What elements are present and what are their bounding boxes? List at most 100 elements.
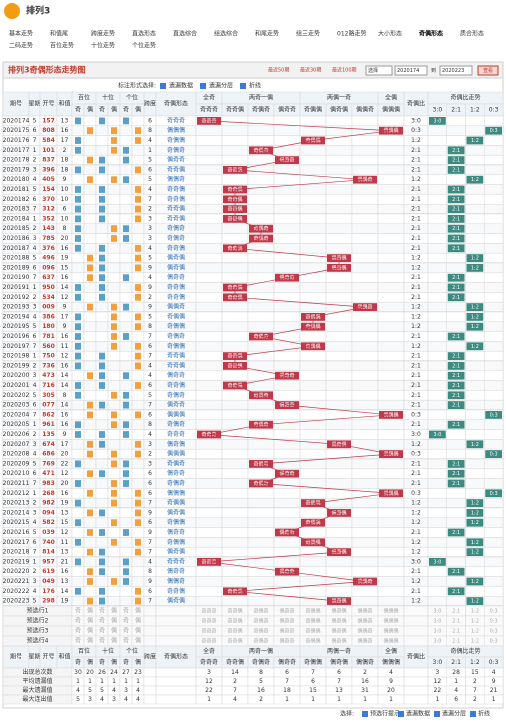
- cell: [465, 429, 485, 440]
- nav-tab[interactable]: 组选综合: [214, 30, 238, 38]
- stat-value: 6: [311, 678, 315, 685]
- nav-tab[interactable]: 十位走势: [91, 42, 115, 50]
- checkbox[interactable]: [470, 711, 476, 717]
- week: 2: [33, 568, 37, 575]
- cell: [107, 115, 121, 127]
- stat-value: 26: [98, 669, 106, 676]
- column-header: 十位: [102, 94, 114, 102]
- ratio-hit-label: 2:1: [452, 236, 460, 242]
- from-input[interactable]: [394, 65, 428, 76]
- cell: [484, 360, 504, 372]
- nav-tab[interactable]: 基本走势: [9, 30, 33, 38]
- sum: 16: [61, 568, 69, 575]
- nav-tab[interactable]: 直选综合: [173, 30, 197, 38]
- nav-tab[interactable]: 百位走势: [50, 42, 74, 50]
- range-link[interactable]: 最近50期: [268, 67, 289, 74]
- cell: [351, 399, 379, 411]
- footer-label: 选择:: [340, 710, 354, 718]
- ratio: 2:1: [411, 421, 421, 428]
- span: 6: [148, 411, 152, 418]
- sum: 14: [61, 382, 69, 389]
- cell: [195, 125, 223, 136]
- to-value: 2020223: [442, 68, 464, 74]
- cell: [273, 448, 301, 460]
- cell: [83, 331, 97, 342]
- week: 4: [33, 519, 37, 526]
- parity-hit: [135, 264, 141, 272]
- cell: [273, 203, 301, 215]
- parity-hit: [87, 372, 93, 380]
- nav-tab[interactable]: 奇偶形态: [419, 30, 443, 38]
- cell: [95, 517, 109, 528]
- select-box[interactable]: [365, 65, 393, 76]
- nav-tab[interactable]: 直选形态: [132, 30, 156, 38]
- checkbox[interactable]: [240, 83, 246, 89]
- column-header: 跨度: [144, 653, 156, 661]
- stat-value: 15: [309, 687, 317, 694]
- checkbox[interactable]: [434, 711, 440, 717]
- stat-value: 31: [361, 687, 369, 694]
- cell: [465, 566, 485, 577]
- cell: [427, 164, 447, 176]
- draw-number: 769: [42, 460, 55, 467]
- cell: [377, 566, 405, 577]
- nav-tab[interactable]: 组三走势: [296, 30, 320, 38]
- cell: [427, 546, 447, 558]
- cell: [427, 448, 447, 460]
- nav-tab[interactable]: 二码走势: [9, 42, 33, 50]
- checkbox[interactable]: [398, 711, 404, 717]
- column-subheader: 偶奇奇: [278, 106, 296, 114]
- cell: [107, 429, 121, 440]
- range-link[interactable]: 最近100期: [332, 67, 357, 74]
- ratio: 1:2: [411, 578, 421, 585]
- cell: [325, 527, 353, 538]
- cell: [247, 497, 275, 509]
- issue: 2020203: [3, 402, 30, 409]
- query-button[interactable]: [477, 65, 499, 76]
- column-subheader: 偶奇奇: [278, 658, 296, 666]
- cell: [351, 115, 379, 127]
- ratio-hit-label: 0:3: [490, 452, 498, 458]
- cell: [403, 685, 429, 696]
- checkbox[interactable]: [362, 711, 368, 717]
- to-input[interactable]: [439, 65, 473, 76]
- cell: [427, 184, 447, 195]
- stat-value: 4: [112, 687, 116, 694]
- cell: [221, 154, 249, 166]
- ratio-hit: [466, 313, 484, 321]
- parity-hit: [99, 529, 105, 536]
- nav-tab[interactable]: 和值尾: [50, 30, 68, 38]
- issue: 2020201: [3, 382, 30, 389]
- preselect-option: 奇: [75, 607, 81, 615]
- span: 4: [148, 274, 152, 281]
- sum: 13: [61, 549, 69, 556]
- checkbox[interactable]: [200, 83, 206, 89]
- cell: [325, 184, 353, 195]
- cell: [299, 184, 327, 195]
- sum: 2: [63, 147, 67, 154]
- ratio: 2:1: [411, 186, 421, 193]
- shape: 偶奇奇: [167, 567, 185, 575]
- checkbox[interactable]: [160, 83, 166, 89]
- column-subheader: 奇奇偶: [226, 658, 244, 666]
- nav-tab[interactable]: 012路走势: [337, 30, 366, 38]
- nav-tab[interactable]: 跨度走势: [91, 30, 115, 38]
- issue: 2020220: [3, 568, 30, 575]
- nav-tab[interactable]: 个位走势: [132, 42, 156, 50]
- nav-tab[interactable]: 质合形态: [460, 30, 484, 38]
- cell: [221, 135, 249, 146]
- cell: [221, 301, 249, 313]
- sum: 16: [61, 245, 69, 252]
- sum: 17: [61, 313, 69, 320]
- stat-value: 23: [134, 669, 142, 676]
- ratio-hit-label: 1:2: [471, 265, 479, 271]
- stat-value: 7: [337, 678, 341, 685]
- issue: 2020180: [3, 176, 30, 183]
- cell: [221, 262, 249, 274]
- cell: [195, 350, 223, 362]
- nav-tab[interactable]: 大小形态: [378, 30, 402, 38]
- preselect-option: 1:2: [471, 639, 479, 645]
- range-link[interactable]: 最近30期: [300, 67, 321, 74]
- nav-tab[interactable]: 和尾走势: [255, 30, 279, 38]
- cell: [107, 154, 121, 166]
